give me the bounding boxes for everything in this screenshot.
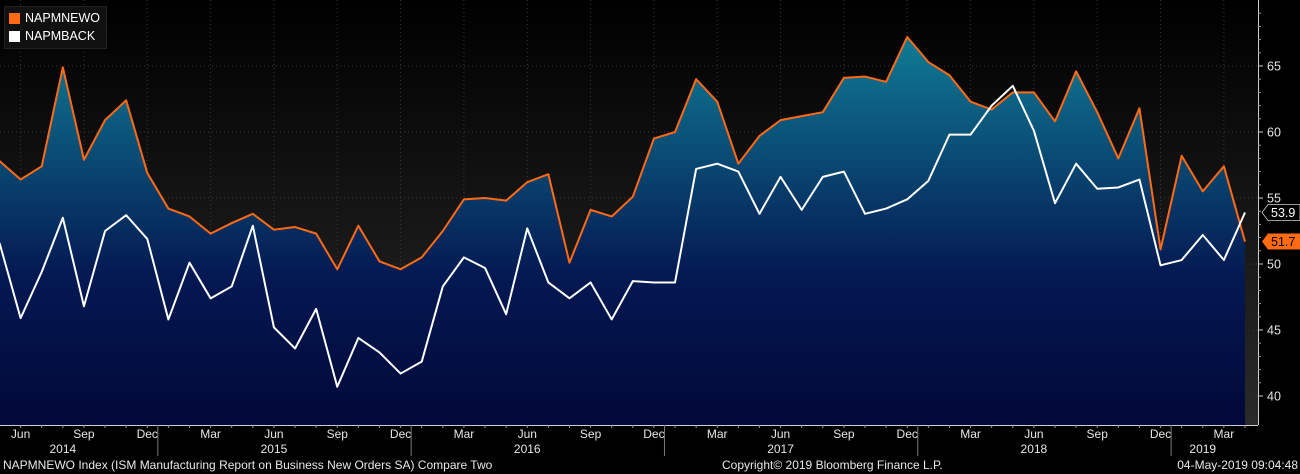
y-tick-label: 65 (1267, 60, 1281, 74)
x-year-label: 2014 (49, 442, 76, 456)
legend: NAPMNEWO NAPMBACK (4, 6, 107, 49)
last-value-label-napmnewo: 51.7 (1262, 233, 1300, 250)
footer-copyright: Copyright© 2019 Bloomberg Finance L.P. (722, 458, 943, 472)
footer-timestamp: 04-May-2019 09:04:48 (1177, 458, 1298, 472)
x-year-label: 2016 (514, 442, 541, 456)
x-tick-label: Dec (1150, 427, 1171, 441)
x-tick-label: Sep (327, 427, 349, 441)
axes: 40 45 50 55 60 65 Jun Sep Dec Mar Jun Sep Dec Mar Jun S… (11, 12, 1281, 456)
x-year-label: 2018 (1021, 442, 1048, 456)
x-tick-label: Dec (137, 427, 158, 441)
x-tick-label: Jun (518, 427, 537, 441)
legend-item-napmback: NAPMBACK (9, 27, 100, 45)
y-tick-label: 45 (1267, 324, 1281, 338)
series-lines (0, 35, 1246, 388)
y-tick-label: 55 (1267, 192, 1281, 206)
y-tick-label: 60 (1267, 126, 1281, 140)
y-tick-label: 40 (1267, 390, 1281, 404)
legend-label-napmnewo: NAPMNEWO (25, 11, 100, 25)
x-year-label: 2015 (261, 442, 288, 456)
last-value-text: 53.9 (1271, 206, 1295, 220)
right-axis-panel (1258, 0, 1300, 456)
x-tick-label: Jun (11, 427, 30, 441)
area-layer (0, 36, 1245, 425)
x-tick-label: Jun (771, 427, 790, 441)
x-tick-label: Sep (1087, 427, 1109, 441)
y-tick-label: 50 (1267, 258, 1281, 272)
legend-swatch-napmnewo (9, 12, 20, 24)
x-tick-label: Mar (707, 427, 728, 441)
footer-bar: NAPMNEWO Index (ISM Manufacturing Report… (0, 456, 1300, 474)
legend-label-napmback: NAPMBACK (25, 29, 96, 43)
last-value-label-napmback: 53.9 (1261, 204, 1300, 221)
series-line-napmnewo (0, 35, 1246, 271)
x-tick-label: Mar (200, 427, 221, 441)
last-value-tag (1261, 204, 1300, 221)
last-value-labels: 53.9 51.7 (1261, 204, 1300, 250)
x-tick-label: Jun (264, 427, 283, 441)
series-line-napmback (0, 84, 1246, 388)
x-year-label: 2019 (1189, 442, 1216, 456)
x-axis-panel (0, 425, 1258, 456)
x-tick-label: Jun (1024, 427, 1043, 441)
legend-swatch-napmback (9, 30, 20, 42)
x-tick-label: Mar (454, 427, 475, 441)
footer-description: NAPMNEWO Index (ISM Manufacturing Report… (3, 458, 493, 472)
last-value-text: 51.7 (1271, 235, 1295, 249)
x-tick-label: Sep (833, 427, 855, 441)
x-tick-label: Dec (390, 427, 411, 441)
area-fill-napmnewo (0, 36, 1245, 425)
legend-item-napmnewo: NAPMNEWO (9, 9, 100, 27)
x-year-label: 2017 (767, 442, 794, 456)
last-value-tag (1262, 233, 1300, 250)
x-tick-label: Mar (960, 427, 981, 441)
x-tick-label: Sep (580, 427, 602, 441)
x-tick-label: Dec (897, 427, 918, 441)
x-tick-label: Sep (73, 427, 95, 441)
x-tick-label: Dec (643, 427, 664, 441)
x-tick-label: Mar (1214, 427, 1235, 441)
